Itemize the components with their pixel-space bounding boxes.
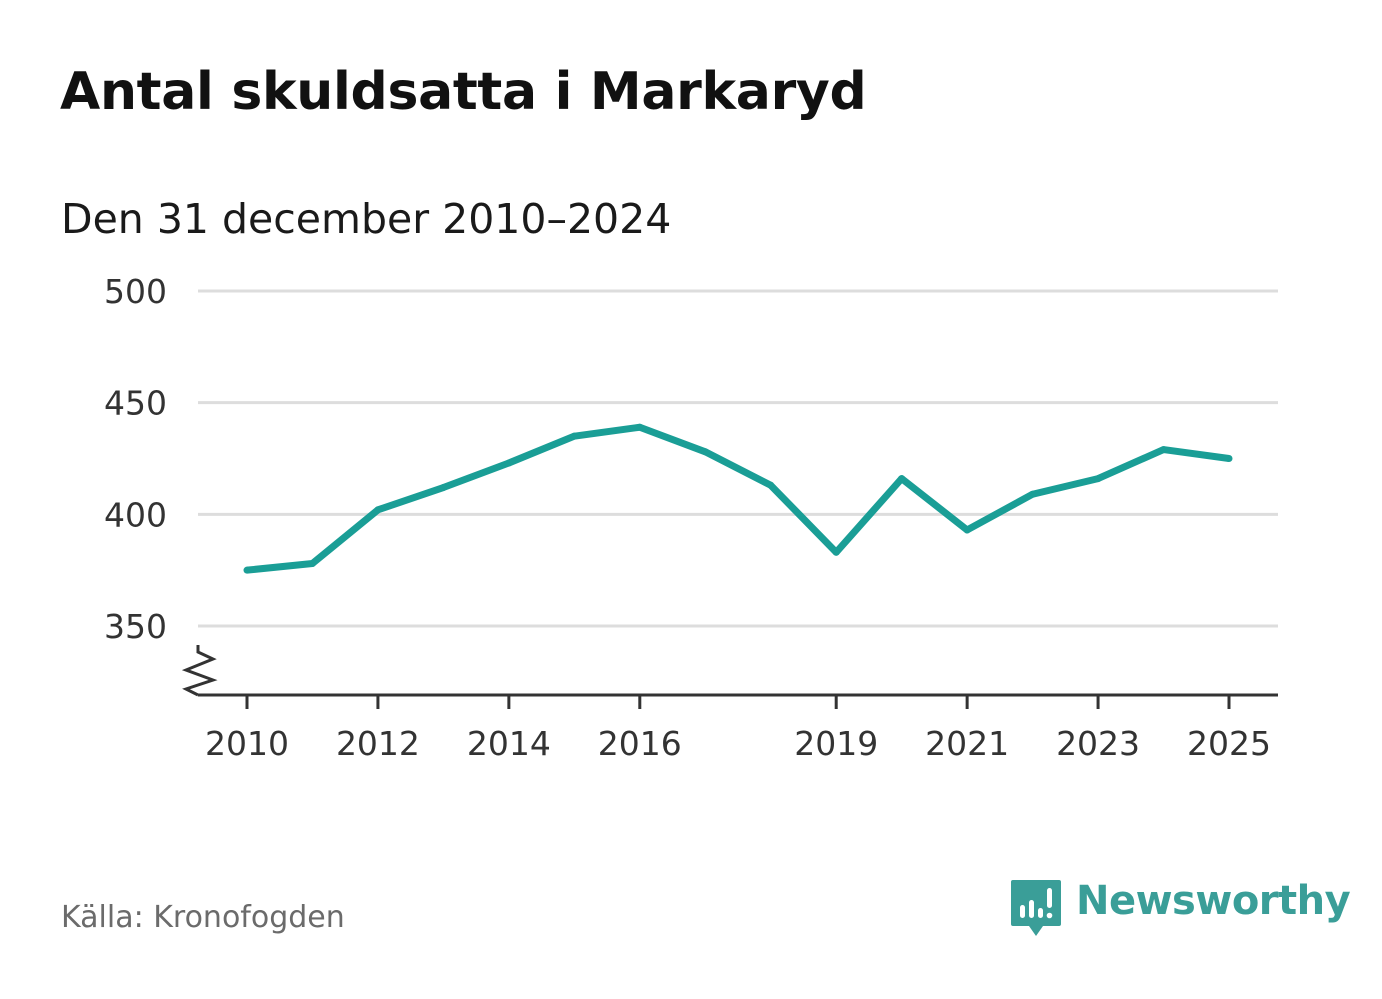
x-axis: 2010 2012 2014 2016 2019 2021 2023 2025 [181, 645, 1278, 763]
y-axis-break [181, 645, 218, 697]
x-tick-label-2021: 2021 [925, 724, 1009, 763]
data-point-2024 [1160, 446, 1168, 454]
data-point-2015 [570, 432, 578, 440]
series [243, 423, 1233, 574]
newsworthy-bar-chart-icon [1011, 880, 1061, 936]
x-tick-label-2016: 2016 [598, 724, 682, 763]
data-point-2013 [439, 484, 447, 492]
data-point-2025 [1225, 455, 1233, 462]
y-tick-label-350: 350 [104, 607, 167, 646]
data-point-2019 [832, 548, 840, 556]
chart-title: Antal skuldsatta i Markaryd [60, 62, 867, 122]
data-point-2018 [767, 481, 775, 489]
newsworthy-logo: Newsworthy [1010, 878, 1351, 940]
x-tick-label-2023: 2023 [1056, 724, 1140, 763]
data-point-2010 [243, 566, 251, 574]
y-axis-tick-labels: 350 400 450 500 [104, 272, 167, 646]
y-tick-label-450: 450 [104, 384, 167, 423]
data-point-2011 [308, 559, 316, 567]
source-note: Källa: Kronofogden [61, 900, 345, 935]
data-point-2022 [1029, 490, 1037, 498]
x-tick-label-2019: 2019 [794, 724, 878, 763]
x-tick-label-2012: 2012 [336, 724, 420, 763]
data-point-2020 [898, 475, 906, 483]
brand-name: Newsworthy [1076, 878, 1351, 924]
x-tick-label-2014: 2014 [467, 724, 551, 763]
series-line-0 [246, 423, 1230, 574]
x-tick-label-2010: 2010 [205, 724, 289, 763]
data-point-2021 [963, 526, 971, 534]
data-point-2016 [636, 423, 644, 431]
y-tick-label-500: 500 [104, 272, 167, 311]
data-point-2017 [701, 448, 709, 456]
data-point-2023 [1094, 475, 1102, 483]
x-tick-label-2025: 2025 [1187, 724, 1271, 763]
y-tick-label-400: 400 [104, 495, 167, 534]
chart-subtitle: Den 31 december 2010–2024 [61, 195, 672, 243]
gridlines [198, 289, 1278, 628]
data-point-2012 [374, 506, 382, 514]
data-point-2014 [505, 459, 513, 467]
